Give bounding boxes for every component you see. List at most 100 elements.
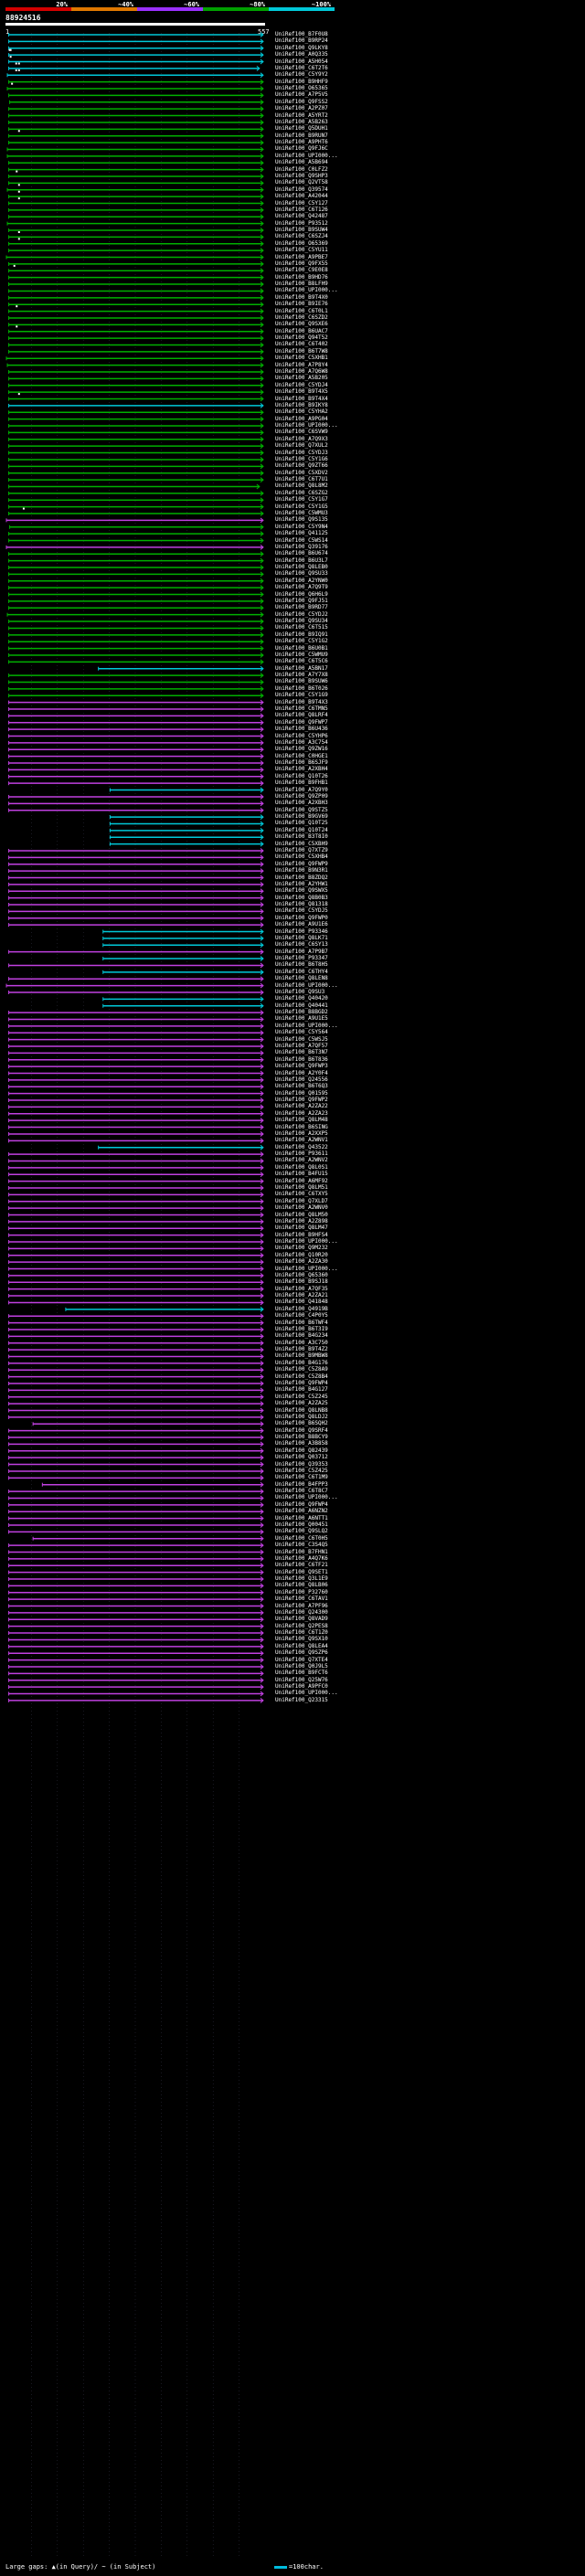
hit-label[interactable]: UniRef100_B6T6Q3: [275, 1083, 328, 1090]
hit-label[interactable]: UniRef100_Q2PES8: [275, 1622, 328, 1629]
hit-label[interactable]: UniRef100_O65365: [275, 85, 328, 92]
hit-row[interactable]: [32, 1421, 264, 1427]
hit-row[interactable]: [8, 45, 264, 51]
hit-label[interactable]: UniRef100_B9RUN7: [275, 132, 328, 139]
hit-label[interactable]: UniRef100_A9PHT6: [275, 139, 328, 146]
hit-label[interactable]: UniRef100_Q10R20: [275, 1251, 328, 1258]
hit-row[interactable]: [8, 470, 264, 476]
hit-label[interactable]: UniRef100_Q3L1E9: [275, 1575, 328, 1583]
hit-label[interactable]: UniRef100_C5Y1G2: [275, 638, 328, 645]
hit-label[interactable]: UniRef100_C0HGE1: [275, 752, 328, 759]
hit-row[interactable]: [109, 821, 264, 827]
hit-row[interactable]: [102, 996, 264, 1002]
hit-row[interactable]: [8, 1589, 264, 1595]
hit-label[interactable]: UniRef100_Q41848: [275, 1299, 328, 1306]
hit-row[interactable]: [8, 497, 264, 504]
hit-row[interactable]: [8, 848, 264, 853]
hit-row[interactable]: [8, 619, 264, 624]
hit-row[interactable]: [8, 631, 264, 638]
hit-row[interactable]: [8, 490, 264, 496]
hit-label[interactable]: UniRef100_B6T026: [275, 684, 328, 692]
hit-label[interactable]: UniRef100_B6TWF4: [275, 1319, 328, 1326]
hit-label[interactable]: UniRef100_A7QF57: [275, 1043, 328, 1049]
hit-row[interactable]: [8, 1542, 264, 1549]
hit-row[interactable]: [8, 1529, 264, 1535]
hit-row[interactable]: [8, 1684, 264, 1690]
hit-row[interactable]: [5, 982, 264, 989]
hit-label[interactable]: UniRef100_Q8LNB8: [275, 1406, 328, 1414]
hit-label[interactable]: UniRef100_B9IKY8: [275, 401, 328, 408]
hit-label[interactable]: UniRef100_B7F0U8: [275, 31, 328, 37]
hit-label[interactable]: UniRef100_C5Z8A9: [275, 1366, 328, 1373]
hit-label[interactable]: UniRef100_A2YHW1: [275, 880, 328, 887]
hit-label[interactable]: UniRef100_Q8LRF4: [275, 712, 328, 719]
hit-label[interactable]: UniRef100_C5YDJ4: [275, 381, 328, 388]
hit-label[interactable]: UniRef100_Q5DUH1: [275, 125, 328, 133]
hit-label[interactable]: UniRef100_Q9SX10: [275, 1636, 328, 1643]
hit-row[interactable]: [8, 112, 264, 119]
hit-row[interactable]: [6, 186, 264, 193]
hit-label[interactable]: UniRef100_A7P8Y4: [275, 361, 328, 368]
hit-label[interactable]: UniRef100_A2XBH4: [275, 766, 328, 773]
hit-row[interactable]: [8, 1178, 264, 1184]
hit-label[interactable]: UniRef100_B6T7W8: [275, 347, 328, 355]
hit-row[interactable]: [9, 99, 264, 105]
hit-label[interactable]: UniRef100_Q9SHP3: [275, 172, 328, 179]
hit-row[interactable]: [8, 1617, 264, 1623]
hit-row[interactable]: [8, 962, 264, 969]
hit-label[interactable]: UniRef100_P93347: [275, 955, 328, 962]
hit-row[interactable]: [8, 1056, 264, 1063]
hit-label[interactable]: UniRef100_C5YDJ2: [275, 610, 328, 618]
hit-label[interactable]: UniRef100_B9HHF9: [275, 78, 328, 85]
hit-label[interactable]: UniRef100_UPI000...: [275, 1690, 338, 1697]
hit-row[interactable]: [109, 787, 264, 793]
hit-row[interactable]: [8, 1158, 264, 1164]
hit-row[interactable]: [8, 807, 264, 813]
hit-label[interactable]: UniRef100_B9FHB1: [275, 779, 328, 787]
hit-row[interactable]: [8, 200, 264, 207]
hit-row[interactable]: [8, 1333, 264, 1340]
hit-label[interactable]: UniRef100_B9MBW8: [275, 1352, 328, 1360]
hit-label[interactable]: UniRef100_Q9FWP2: [275, 1097, 328, 1104]
hit-label[interactable]: UniRef100_Q03712: [275, 1454, 328, 1461]
hit-row[interactable]: [8, 1252, 264, 1258]
hit-label[interactable]: UniRef100_C6T5C6: [275, 658, 328, 665]
hit-row[interactable]: [8, 389, 264, 396]
hit-row[interactable]: [8, 861, 264, 867]
hit-row[interactable]: [8, 699, 264, 705]
hit-label[interactable]: UniRef100_A2XXP5: [275, 1129, 328, 1137]
hit-label[interactable]: UniRef100_C5XDV2: [275, 469, 328, 476]
hit-label[interactable]: UniRef100_B4G127: [275, 1386, 328, 1394]
hit-label[interactable]: UniRef100_Q24300: [275, 1608, 328, 1616]
hit-row[interactable]: [102, 928, 264, 935]
hit-row[interactable]: [8, 902, 264, 907]
hit-label[interactable]: UniRef100_A2PZ07: [275, 105, 328, 112]
hit-row[interactable]: [8, 1650, 264, 1657]
hit-row[interactable]: [8, 659, 264, 665]
hit-label[interactable]: UniRef100_Q65360: [275, 1271, 328, 1278]
hit-row[interactable]: [8, 578, 264, 584]
hit-row[interactable]: [102, 942, 264, 949]
hit-label[interactable]: UniRef100_Q9ZW16: [275, 746, 328, 753]
hit-row[interactable]: [8, 1124, 264, 1130]
hit-row[interactable]: [8, 1387, 264, 1394]
hit-label[interactable]: UniRef100_Q4919B: [275, 1305, 328, 1312]
hit-row[interactable]: [8, 645, 264, 652]
hit-row[interactable]: [8, 599, 264, 604]
hit-row[interactable]: [8, 780, 264, 787]
hit-label[interactable]: UniRef100_Q7XTZ9: [275, 846, 328, 853]
hit-row[interactable]: [8, 1427, 264, 1434]
hit-row[interactable]: [8, 915, 264, 921]
hit-row[interactable]: [8, 990, 264, 995]
hit-row[interactable]: [8, 1610, 264, 1616]
hit-row[interactable]: [8, 288, 264, 294]
hit-label[interactable]: UniRef100_B8BGD2: [275, 1009, 328, 1016]
hit-label[interactable]: UniRef100_A7Q6W8: [275, 368, 328, 375]
hit-label[interactable]: UniRef100_C6T126: [275, 206, 328, 213]
hit-label[interactable]: UniRef100_Q9LKY8: [275, 44, 328, 51]
hit-row[interactable]: [8, 423, 264, 429]
hit-row[interactable]: [8, 868, 264, 875]
hit-row[interactable]: [8, 1327, 264, 1332]
hit-row[interactable]: [102, 969, 264, 975]
hit-label[interactable]: UniRef100_B7FHN1: [275, 1548, 328, 1555]
